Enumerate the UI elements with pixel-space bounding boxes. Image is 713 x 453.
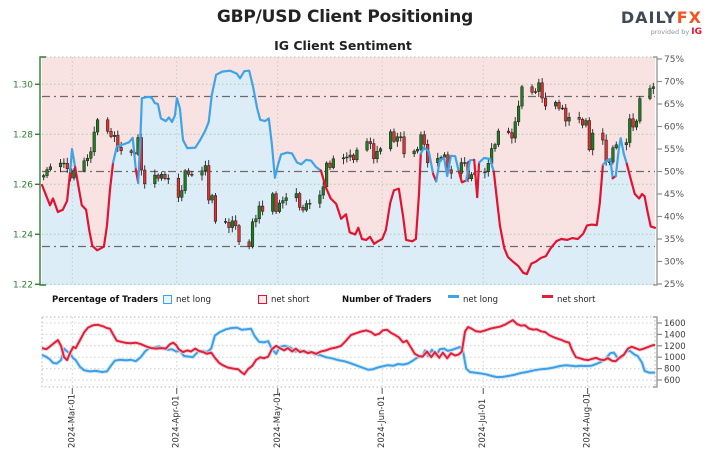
net-short-line-icon bbox=[542, 295, 553, 298]
price-axis: 1.22 1.24 1.26 1.28 1.30 bbox=[13, 56, 46, 290]
page-title: GBP/USD Client Positioning bbox=[216, 7, 474, 27]
svg-text:1.30: 1.30 bbox=[13, 80, 33, 90]
svg-text:40%: 40% bbox=[664, 213, 684, 223]
ig-logo: IG bbox=[691, 26, 702, 37]
svg-text:2024-Mar-01: 2024-Mar-01 bbox=[67, 394, 77, 448]
traders-net-long-line bbox=[41, 326, 655, 379]
svg-text:1.24: 1.24 bbox=[13, 230, 33, 240]
net-short-swatch-icon bbox=[258, 295, 267, 304]
chart-legend: Percentage of Traders net long net short… bbox=[0, 294, 713, 308]
svg-text:1400: 1400 bbox=[664, 330, 686, 340]
svg-text:65%: 65% bbox=[664, 100, 684, 110]
svg-text:1.26: 1.26 bbox=[13, 180, 33, 190]
svg-text:1.28: 1.28 bbox=[13, 130, 33, 140]
svg-text:2024-Jun-01: 2024-Jun-01 bbox=[377, 396, 387, 448]
net-long-line-icon bbox=[448, 295, 459, 298]
svg-text:2024-Aug-01: 2024-Aug-01 bbox=[583, 393, 593, 448]
net-long-swatch-icon bbox=[163, 295, 172, 304]
svg-text:2024-Jul-01: 2024-Jul-01 bbox=[478, 399, 488, 448]
svg-text:45%: 45% bbox=[664, 190, 684, 200]
candlesticks bbox=[42, 78, 655, 250]
svg-text:1000: 1000 bbox=[664, 353, 686, 363]
sentiment-chart bbox=[40, 56, 657, 285]
legend-count-net-short: net short bbox=[557, 295, 596, 305]
dailyfx-logo: DAILYFX provided by IG bbox=[621, 9, 702, 37]
svg-text:30%: 30% bbox=[664, 258, 684, 268]
svg-text:600: 600 bbox=[664, 376, 680, 386]
percent-axis: 25% 30% 35% 40% 45% 50% 55% 60% 65% 70% 75% bbox=[653, 55, 684, 290]
chart-subtitle: IG Client Sentiment bbox=[274, 38, 412, 53]
svg-text:55%: 55% bbox=[664, 145, 684, 155]
date-axis: 2024-Mar-01 2024-Apr-01 2024-May-01 2024-Ju… bbox=[67, 388, 593, 448]
legend-count-header: Number of Traders bbox=[342, 295, 432, 305]
provided-by-ig: provided by IG bbox=[650, 26, 702, 37]
dailyfx-brand: DAILYFX bbox=[620, 8, 702, 27]
traders-chart bbox=[41, 316, 656, 388]
legend-pct-header: Percentage of Traders bbox=[52, 295, 159, 305]
svg-text:35%: 35% bbox=[664, 235, 684, 245]
svg-text:50%: 50% bbox=[664, 168, 684, 178]
legend-pct-net-long: net long bbox=[176, 295, 211, 305]
svg-text:75%: 75% bbox=[664, 55, 684, 65]
legend-count-net-long: net long bbox=[463, 295, 498, 305]
svg-text:60%: 60% bbox=[664, 123, 684, 133]
svg-text:70%: 70% bbox=[664, 78, 684, 88]
svg-text:25%: 25% bbox=[664, 280, 684, 290]
traders-net-short-line bbox=[41, 319, 656, 376]
svg-text:1600: 1600 bbox=[664, 319, 686, 329]
svg-text:2024-May-01: 2024-May-01 bbox=[273, 392, 283, 448]
svg-text:1200: 1200 bbox=[664, 342, 686, 352]
legend-pct-net-short: net short bbox=[271, 295, 310, 305]
svg-text:1.22: 1.22 bbox=[13, 280, 33, 290]
svg-text:2024-Apr-01: 2024-Apr-01 bbox=[172, 395, 182, 448]
svg-text:800: 800 bbox=[664, 365, 680, 375]
